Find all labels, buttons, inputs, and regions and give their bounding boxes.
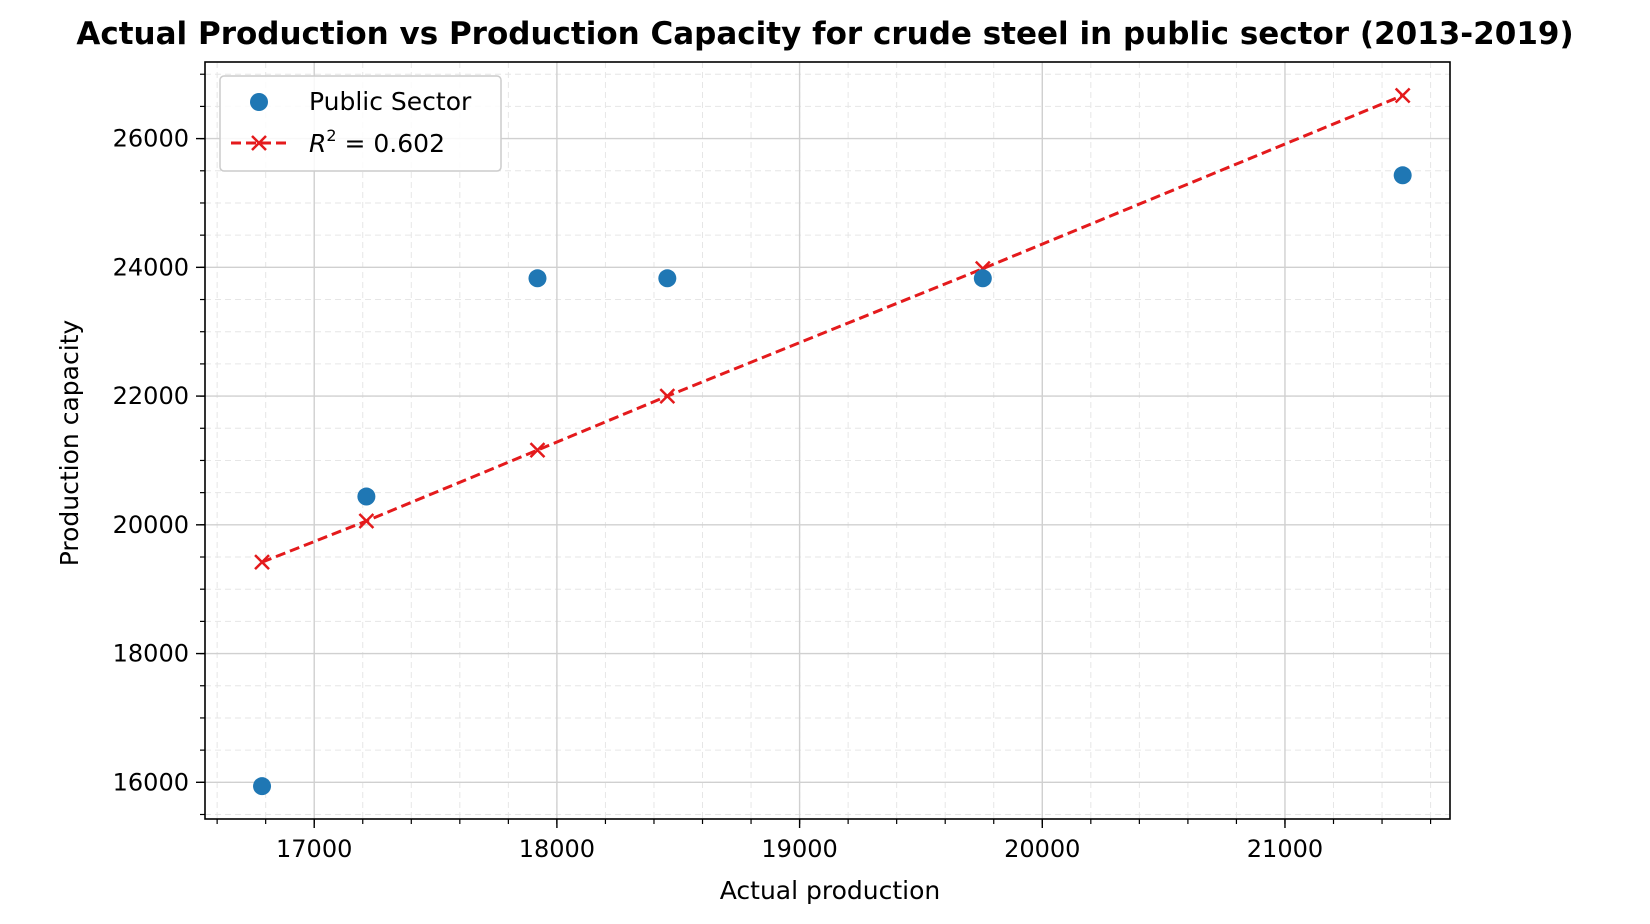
scatter-point (528, 269, 547, 288)
scatter-point (357, 487, 376, 506)
x-axis-label: Actual production (720, 876, 941, 905)
legend-scatter-marker (250, 93, 268, 111)
x-tick-label: 20000 (1004, 835, 1080, 863)
legend-fit-label-value: = 0.602 (337, 129, 445, 158)
y-tick-label: 20000 (113, 511, 189, 539)
y-tick-label: 16000 (113, 768, 189, 796)
plot-frame (204, 61, 1451, 820)
x-tick-label: 17000 (276, 835, 352, 863)
legend-fit-label: R2 = 0.602 (309, 126, 445, 158)
series-layer (253, 87, 1412, 796)
fit-marker (1394, 87, 1411, 104)
legend: Public Sector R2 = 0.602 (219, 75, 502, 172)
fit-marker (659, 388, 676, 404)
y-tick-label: 26000 (113, 125, 189, 153)
scatter-point (658, 269, 677, 288)
legend-fit-label-r: R (309, 129, 326, 158)
x-tick-label: 21000 (1247, 835, 1323, 863)
y-tick-label: 24000 (113, 253, 189, 281)
legend-fit-marker (251, 135, 267, 151)
tick-layer: 17000 18000 19000 20000 21000 16000 18000 20000… (113, 73, 1432, 863)
scatter-point (1393, 166, 1412, 185)
fit-marker (254, 554, 270, 571)
scatter-point (253, 777, 272, 796)
legend-box (219, 75, 502, 172)
legend-fit-label-sup: 2 (326, 126, 336, 145)
fit-marker (358, 513, 375, 529)
y-tick-label: 18000 (113, 640, 189, 668)
y-tick-label: 22000 (113, 382, 189, 410)
scatter-point (973, 269, 992, 288)
y-axis-label: Production capacity (55, 320, 84, 567)
fit-line (261, 94, 1404, 564)
x-tick-label: 18000 (519, 835, 595, 863)
chart-title: Actual Production vs Production Capacity… (76, 16, 1573, 52)
grid-layer (205, 62, 1450, 819)
x-tick-label: 19000 (761, 835, 837, 863)
fit-marker (529, 442, 546, 459)
legend-scatter-label: Public Sector (309, 87, 472, 116)
